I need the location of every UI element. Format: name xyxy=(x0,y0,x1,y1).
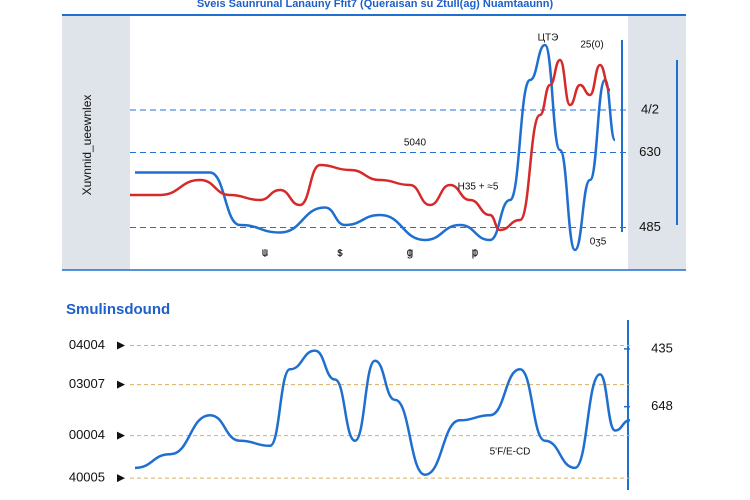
annotation: 0ʒ5 xyxy=(590,237,607,248)
y-tick-label: 630 xyxy=(639,144,661,159)
y2-tick-label: 435 xyxy=(651,340,673,355)
x-tick-label: p xyxy=(472,245,479,259)
y2-tick-label: 648 xyxy=(651,398,673,413)
y-tick-label: 03007 xyxy=(69,376,105,391)
series-line xyxy=(134,43,617,252)
annotation: H35 + ≈5 xyxy=(458,182,499,193)
y-tick-label: 485 xyxy=(639,219,661,234)
chart-title: Smulinsdound xyxy=(66,301,170,318)
annotation: 5040 xyxy=(404,138,427,149)
annotation: ЦТЭ xyxy=(538,33,559,44)
tick-arrow xyxy=(117,380,125,389)
x-tick-label: s xyxy=(337,245,343,259)
annotation: 25(0) xyxy=(580,40,603,51)
tick-arrow xyxy=(117,431,125,440)
y-tick-label: 40005 xyxy=(69,470,105,485)
y-tick-label: 04004 xyxy=(69,337,105,352)
y-tick-label: 00004 xyxy=(69,427,105,442)
y-axis-label: Xuvnnid_ueewnlex xyxy=(80,95,94,196)
tick-arrow xyxy=(117,474,125,483)
x-tick-label: g xyxy=(407,245,414,259)
left-strip xyxy=(62,15,130,270)
annotation: 5'F/E-CD xyxy=(490,447,531,458)
tick-arrow xyxy=(117,341,125,350)
chart-title: Sveis Saunrunal Lanauny Ffit7 (Queraisan… xyxy=(197,0,554,10)
series-line xyxy=(134,349,631,476)
y-tick-label: 4/2 xyxy=(641,101,659,116)
x-tick-label: u xyxy=(262,245,269,259)
series-line xyxy=(130,58,611,232)
